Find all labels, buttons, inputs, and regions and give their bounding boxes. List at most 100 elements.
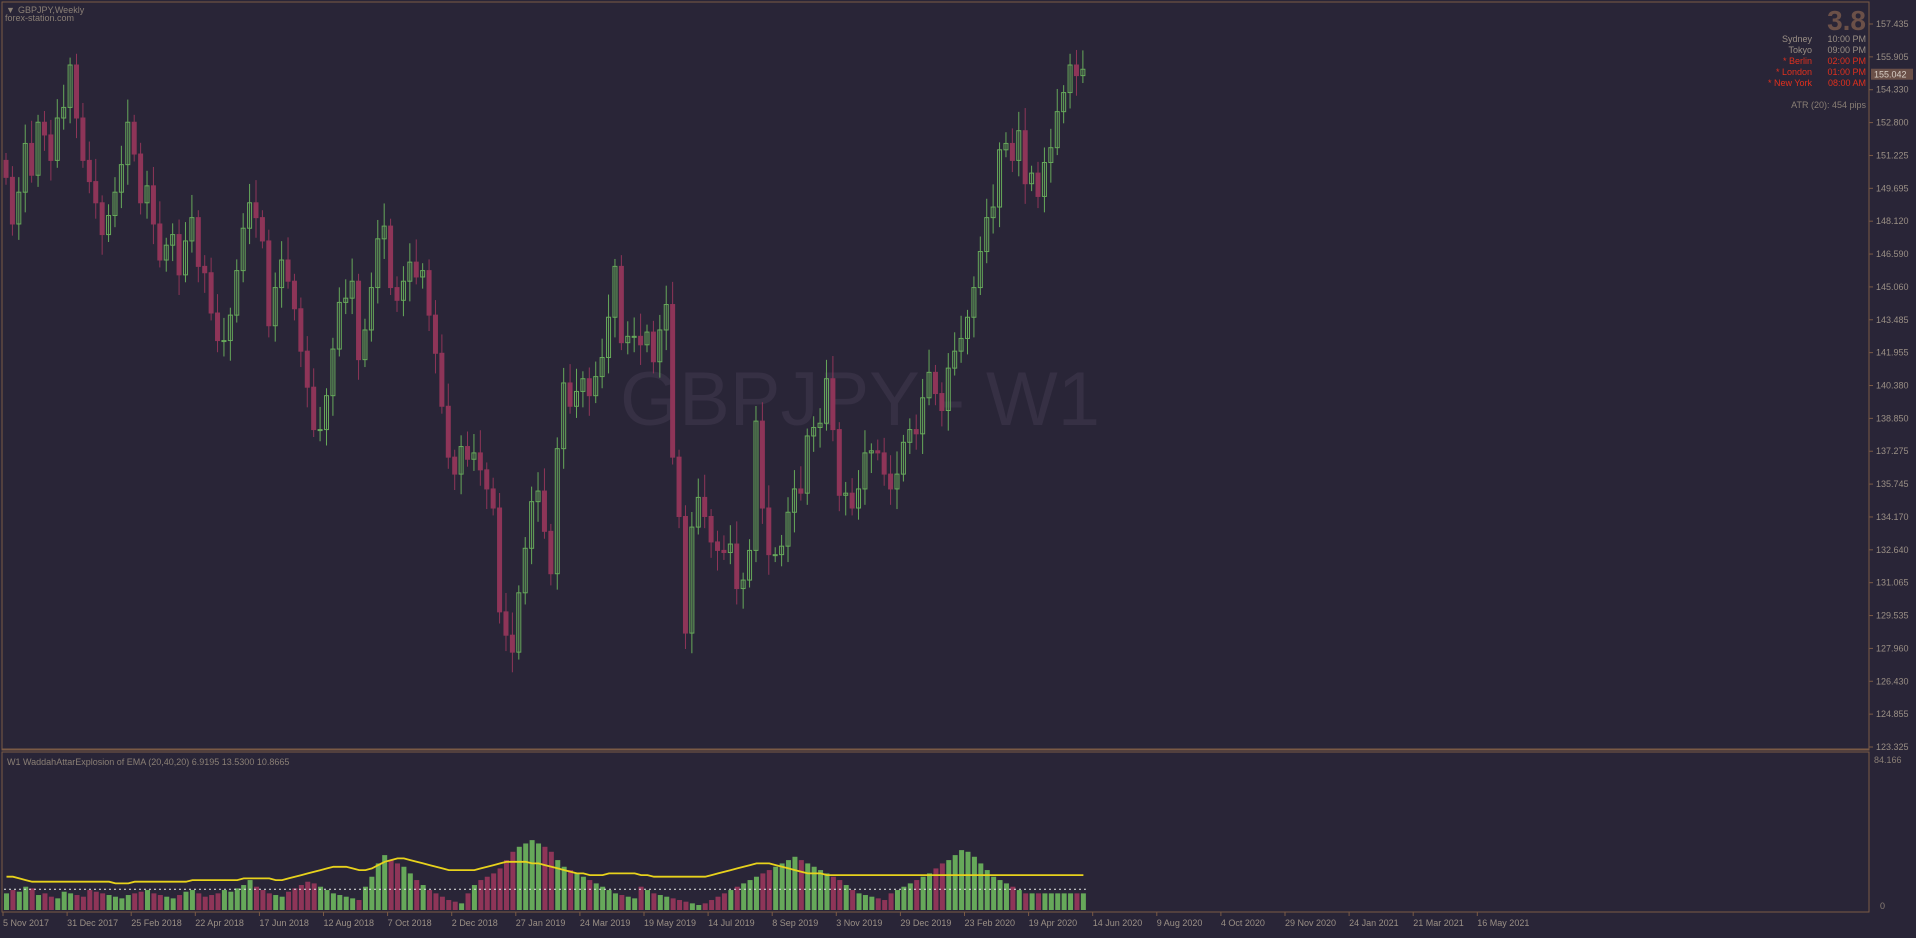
candle-body bbox=[484, 469, 490, 490]
candle-body bbox=[74, 64, 80, 119]
candle-body bbox=[894, 473, 900, 490]
candle-body bbox=[240, 227, 246, 272]
candle-body bbox=[375, 238, 381, 289]
price-tick-label: 126.430 bbox=[1876, 676, 1909, 686]
indicator-bar bbox=[145, 890, 151, 910]
candle-body bbox=[958, 337, 964, 352]
candle-body bbox=[99, 202, 105, 236]
indicator-bar bbox=[157, 895, 163, 910]
indicator-bar bbox=[119, 898, 125, 910]
candle-body bbox=[785, 511, 791, 547]
indicator-bar bbox=[1029, 893, 1035, 910]
candle-body bbox=[291, 280, 297, 310]
indicator-bar bbox=[542, 846, 548, 910]
indicator-bar bbox=[125, 895, 131, 910]
indicator-bar bbox=[536, 843, 542, 910]
candle-body bbox=[631, 335, 637, 338]
candle-body bbox=[176, 234, 182, 276]
candle-body bbox=[759, 420, 765, 509]
session-clock-panel: Sydney 10:00 PM Tokyo 09:00 PM * Berlin 02:00… bbox=[1768, 34, 1866, 88]
indicator-bar bbox=[760, 873, 766, 910]
time-tick-label: 23 Feb 2020 bbox=[965, 918, 1016, 928]
candle-body bbox=[618, 265, 624, 344]
indicator-bar bbox=[183, 891, 189, 910]
candle-body bbox=[234, 270, 240, 316]
indicator-bar bbox=[1055, 893, 1061, 910]
candle-body bbox=[625, 335, 631, 344]
candle-body bbox=[304, 350, 310, 388]
symbol-dropdown-icon[interactable]: ▼ bbox=[6, 5, 15, 15]
time-tick-label: 7 Oct 2018 bbox=[388, 918, 432, 928]
candle-body bbox=[888, 473, 894, 490]
indicator-bar bbox=[484, 876, 490, 910]
candle-body bbox=[272, 287, 278, 327]
candle-body bbox=[561, 382, 567, 450]
candle-body bbox=[452, 456, 458, 475]
indicator-axis-min: 0 bbox=[1880, 901, 1885, 911]
candle-body bbox=[445, 405, 451, 458]
session-time: 01:00 PM bbox=[1827, 67, 1866, 77]
indicator-bar bbox=[587, 880, 593, 910]
candle-body bbox=[836, 429, 842, 496]
candle-body bbox=[1054, 111, 1060, 149]
indicator-bar bbox=[869, 896, 875, 910]
indicator-bar bbox=[888, 893, 894, 910]
indicator-bar bbox=[811, 866, 817, 910]
indicator-bar bbox=[683, 901, 689, 910]
candle-body bbox=[1048, 147, 1054, 164]
session-time: 09:00 PM bbox=[1827, 45, 1866, 55]
candle-body bbox=[497, 507, 503, 613]
session-name: * New York bbox=[1768, 78, 1813, 88]
atr-readout: ATR (20): 454 pips bbox=[1791, 100, 1866, 110]
candle-body bbox=[753, 420, 759, 551]
price-tick-label: 138.850 bbox=[1876, 413, 1909, 423]
candle-body bbox=[41, 121, 47, 136]
indicator-bar bbox=[612, 893, 618, 910]
indicator-bar bbox=[561, 866, 567, 910]
candle-body bbox=[1080, 68, 1086, 77]
candle-body bbox=[772, 554, 778, 557]
indicator-bar bbox=[843, 885, 849, 910]
candle-body bbox=[734, 543, 740, 590]
candle-body bbox=[388, 225, 394, 289]
candle-body bbox=[381, 225, 387, 240]
time-tick-label: 29 Nov 2020 bbox=[1285, 918, 1336, 928]
symbol-title: GBPJPY,Weekly bbox=[18, 5, 85, 15]
indicator-bar bbox=[311, 883, 317, 910]
price-axis[interactable]: 157.435 155.905 154.330 152.800 151.225 149.6… bbox=[1869, 19, 1909, 752]
candle-body bbox=[195, 217, 201, 267]
indicator-bar bbox=[523, 843, 529, 910]
candle-body bbox=[394, 287, 400, 301]
candle-body bbox=[875, 450, 881, 454]
candle-body bbox=[311, 386, 317, 431]
indicator-bar bbox=[382, 855, 388, 910]
candle-body bbox=[343, 297, 349, 303]
candle-body bbox=[298, 308, 304, 352]
indicator-pane-frame bbox=[1, 751, 1870, 913]
candle-body bbox=[573, 390, 579, 407]
time-tick-label: 4 Oct 2020 bbox=[1221, 918, 1265, 928]
candle-body bbox=[125, 121, 131, 166]
indicator-bar bbox=[215, 893, 221, 910]
indicator-bar bbox=[93, 891, 99, 910]
indicator-bar bbox=[395, 863, 401, 910]
candle-body bbox=[426, 270, 432, 316]
candle-body bbox=[593, 376, 599, 397]
candle-body bbox=[150, 185, 156, 225]
candle-body bbox=[368, 287, 374, 331]
time-tick-label: 8 Sep 2019 bbox=[772, 918, 818, 928]
candle-body bbox=[317, 429, 323, 432]
indicator-bar bbox=[471, 885, 477, 910]
candle-body bbox=[1029, 172, 1035, 185]
indicator-bar bbox=[709, 900, 715, 910]
candle-body bbox=[670, 304, 676, 458]
indicator-bar bbox=[196, 893, 202, 910]
time-tick-label: 27 Jan 2019 bbox=[516, 918, 566, 928]
candle-body bbox=[1022, 130, 1028, 185]
indicator-bar bbox=[978, 863, 984, 910]
candle-body bbox=[157, 223, 163, 261]
time-axis[interactable]: 5 Nov 2017 31 Dec 2017 25 Feb 2018 22 Apr 2… bbox=[2, 912, 1529, 928]
indicator-bar bbox=[894, 890, 900, 910]
